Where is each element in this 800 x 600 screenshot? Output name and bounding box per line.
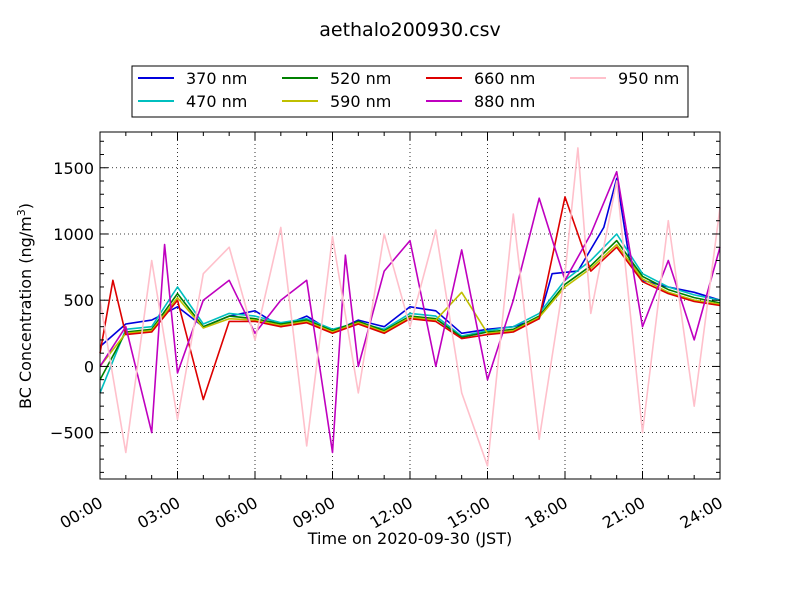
x-tick-label: 12:00 bbox=[367, 493, 416, 533]
y-tick-label: −500 bbox=[50, 424, 94, 443]
legend-label: 950 nm bbox=[618, 69, 679, 88]
legend-box bbox=[131, 65, 689, 118]
x-tick-label: 15:00 bbox=[444, 493, 493, 533]
legend: 370 nm 470 nm 520 nm 590 nm 660 nm 880 nm 950 … bbox=[131, 65, 689, 118]
series-line bbox=[99, 243, 721, 367]
x-tick-label: 03:00 bbox=[134, 493, 183, 533]
legend-label: 470 nm bbox=[186, 92, 247, 111]
series-line bbox=[99, 147, 721, 467]
legend-label: 370 nm bbox=[186, 69, 247, 88]
x-tick-label: 24:00 bbox=[677, 493, 726, 533]
series-lines bbox=[99, 147, 721, 467]
series-line bbox=[99, 177, 721, 348]
series-line bbox=[99, 239, 721, 381]
series-line bbox=[99, 196, 721, 401]
y-axis-title-sup: 3 bbox=[15, 209, 28, 216]
y-tick-label: 500 bbox=[63, 291, 94, 310]
legend-label: 590 nm bbox=[330, 92, 391, 111]
x-tick-label: 09:00 bbox=[289, 493, 338, 533]
y-tick-label: 1500 bbox=[53, 159, 94, 178]
legend-label: 520 nm bbox=[330, 69, 391, 88]
series-line bbox=[99, 233, 721, 394]
y-tick-label: 0 bbox=[84, 357, 94, 376]
y-axis-title-main: BC Concentration (ng/m bbox=[16, 216, 35, 409]
legend-label: 660 nm bbox=[474, 69, 535, 88]
grid bbox=[100, 132, 720, 479]
x-tick-label: 18:00 bbox=[522, 493, 571, 533]
series-line bbox=[99, 170, 721, 454]
y-axis-title: BC Concentration (ng/m3) bbox=[15, 203, 35, 409]
x-axis-title: Time on 2020-09-30 (JST) bbox=[307, 529, 512, 548]
chart-title: aethalo200930.csv bbox=[319, 19, 501, 41]
legend-label: 880 nm bbox=[474, 92, 535, 111]
x-tick-label: 00:00 bbox=[57, 493, 106, 533]
x-tick-label: 21:00 bbox=[599, 493, 648, 533]
x-tick-label: 06:00 bbox=[212, 493, 261, 533]
y-axis-title-tail: ) bbox=[16, 203, 35, 209]
y-tick-label: 1000 bbox=[53, 225, 94, 244]
